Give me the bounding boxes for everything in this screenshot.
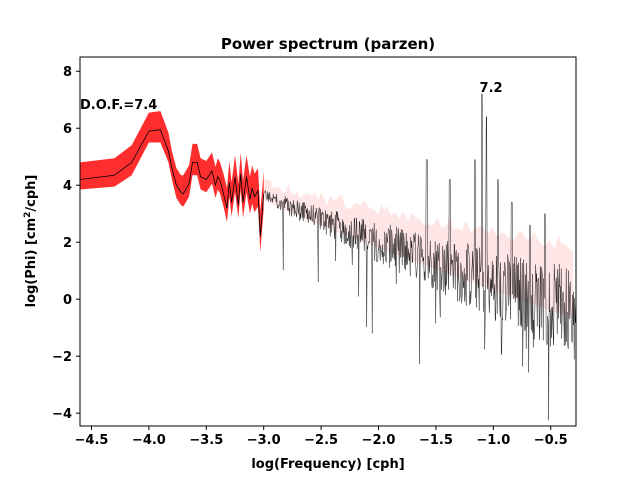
annotations: D.O.F.=7.4 7.2: [80, 81, 503, 113]
y-axis-title-main: log(Phi) [cm: [24, 218, 39, 308]
y-axis: −4 −2 0 2 4 6 8: [52, 65, 80, 422]
annotation: D.O.F.=7.4: [80, 98, 157, 113]
series-layer: [79, 129, 265, 237]
y-tick-label: 6: [63, 122, 72, 137]
x-tick-label: −2.5: [304, 433, 338, 448]
x-tick-label: −4.5: [75, 433, 109, 448]
series-line-high-frequency: [263, 93, 576, 421]
x-tick-label: −2.0: [362, 433, 396, 448]
confidence-band-layer: [80, 111, 264, 253]
x-tick-label: −3.0: [247, 433, 281, 448]
y-tick-label: 2: [63, 236, 72, 251]
y-axis-title: log(Phi) [cm2/cph]: [23, 175, 39, 308]
x-tick-label: −0.5: [534, 433, 568, 448]
confidence-band: [80, 111, 264, 253]
annotation: 7.2: [480, 81, 503, 96]
x-tick-label: −3.5: [189, 433, 223, 448]
x-tick-label: −1.5: [419, 433, 453, 448]
y-tick-label: 0: [63, 293, 72, 308]
x-tick-label: −4.0: [132, 433, 166, 448]
series-line-low-frequency: [79, 129, 265, 237]
x-axis-title: log(Frequency) [cph]: [251, 457, 404, 472]
y-tick-label: −2: [52, 350, 72, 365]
plot-frame: [79, 56, 577, 427]
y-axis-title-end: /cph]: [24, 175, 39, 212]
noise-layer: [263, 93, 576, 421]
x-axis: −4.5 −4.0 −3.5 −3.0 −2.5 −2.0 −1.5 −1.0 −0.5: [75, 426, 568, 448]
y-axis-title-superscript: 2: [23, 212, 33, 218]
x-tick-label: −1.0: [476, 433, 510, 448]
y-tick-label: 4: [63, 179, 72, 194]
y-tick-label: −4: [52, 407, 72, 422]
chart-title: Power spectrum (parzen): [221, 35, 435, 53]
y-tick-label: 8: [63, 65, 72, 80]
